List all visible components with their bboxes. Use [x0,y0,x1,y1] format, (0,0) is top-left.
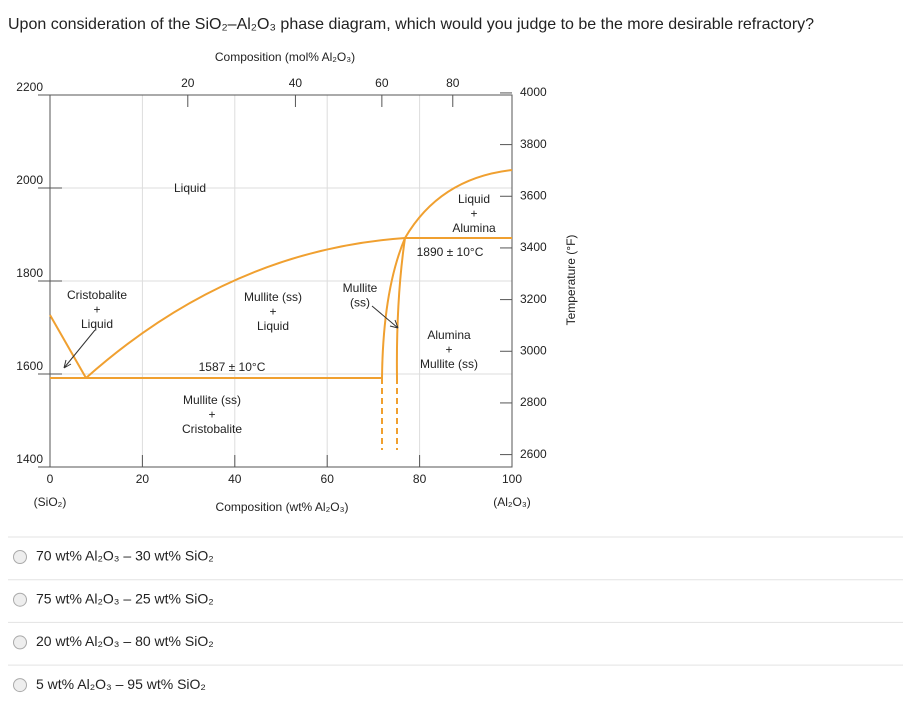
y-tick-label: 1800 [16,266,43,280]
right-end-label: (Al₂O₃) [493,495,531,509]
top-axis-label: Composition (mol% Al₂O₃) [215,50,355,64]
liquidus-left [49,314,87,379]
region-label: Cristobalite [67,288,127,302]
region-label: (ss) [350,296,370,310]
bottom-axis-label: Composition (wt% Al₂O₃) [216,500,349,514]
y2-tick-label: 3000 [520,343,547,357]
radio-button[interactable] [13,550,27,564]
region-label: + [269,305,276,319]
region-label: Mullite [343,281,378,295]
region-label: Mullite (ss) [183,393,241,407]
radio-button[interactable] [13,592,27,607]
region-label: Liquid [81,317,113,331]
x-tick-label: 40 [228,472,242,486]
option-label[interactable]: 75 wt% Al₂O₃ – 25 wt% SiO₂ [36,590,214,606]
x-tick-label: 100 [502,472,522,486]
liquidus-alumina [404,169,513,239]
question: Upon consideration of the SiO₂–Al₂O₃ pha… [8,16,814,33]
top-tick-label: 80 [446,76,460,90]
x-tick-label: 0 [47,472,54,486]
region-label: Liquid [458,192,490,206]
top-tick-label: 60 [375,76,389,90]
annotation: 1890 ± 10°C [417,245,484,259]
y2-tick-label: 3800 [520,137,547,151]
region-label: Alumina [452,221,496,235]
y-tick-label: 2000 [16,173,43,187]
arrow [63,329,96,369]
region-label: + [93,303,100,317]
frame [49,94,513,468]
y2-tick-label: 4000 [520,85,547,99]
mullite-right [395,237,406,379]
x-tick-label: 60 [321,472,335,486]
phase-boundaries [49,169,513,450]
arrow [371,305,399,329]
y2-tick-label: 2600 [520,447,547,461]
y2-tick-label: 3400 [520,240,547,254]
option-label[interactable]: 70 wt% Al₂O₃ – 30 wt% SiO₂ [36,548,214,564]
arrows [63,305,399,369]
left-end-label: (SiO₂) [34,495,67,509]
radio-button[interactable] [13,678,27,693]
region-label: Liquid [174,181,206,195]
x-tick-label: 20 [136,472,150,486]
y-tick-label: 2200 [16,80,43,94]
region-label: + [208,408,215,422]
labels: 0 20 40 60 80 100 20 40 60 80 1400 1600 1800 2000 2200… [16,76,547,486]
region-label: Alumina [427,328,471,342]
options[interactable]: 70 wt% Al₂O₃ – 30 wt% SiO₂ 75 wt% Al₂O₃ –… [8,536,903,693]
radio-button[interactable] [13,635,27,650]
mullite-left [381,237,406,379]
region-label: Mullite (ss) [244,290,302,304]
region-label: + [470,207,477,221]
region-label: Liquid [257,319,289,333]
option-label[interactable]: 5 wt% Al₂O₃ – 95 wt% SiO₂ [36,676,206,692]
liquidus-mullite [85,237,406,379]
y-tick-label: 1600 [16,359,43,373]
mullite-dashed [381,378,398,450]
top-tick-label: 40 [289,76,303,90]
y2-tick-label: 2800 [520,395,547,409]
region-label: Cristobalite [182,422,242,436]
annotation: 1587 ± 10°C [199,360,266,374]
y2-tick-label: 3200 [520,292,547,306]
grid [38,92,513,468]
top-tick-label: 20 [181,76,195,90]
x-tick-label: 80 [413,472,427,486]
y-tick-label: 1400 [16,452,43,466]
option-label[interactable]: 20 wt% Al₂O₃ – 80 wt% SiO₂ [36,633,214,649]
region-label: + [445,343,452,357]
y2-tick-label: 3600 [520,188,547,202]
region-label: Mullite (ss) [420,357,478,371]
right-axis-label: Temperature (°F) [564,235,578,326]
